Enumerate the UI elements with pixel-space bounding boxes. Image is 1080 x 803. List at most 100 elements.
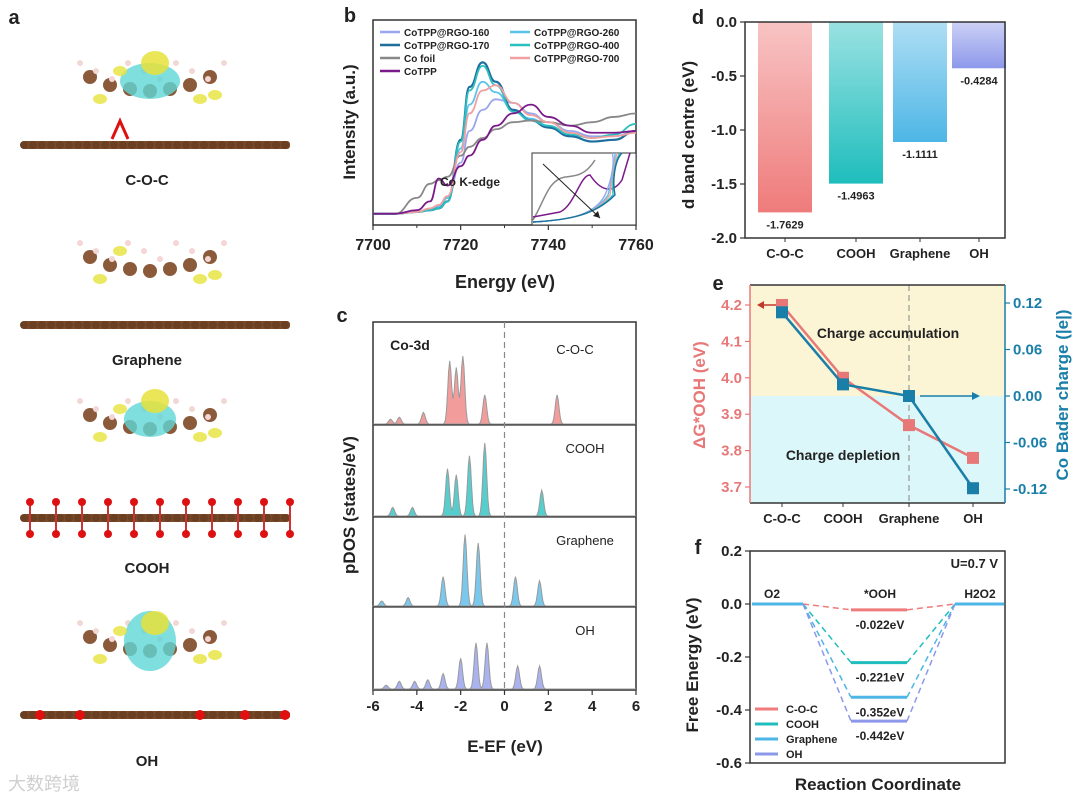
hydrogen-atom (77, 398, 83, 404)
carbon-atom (137, 321, 145, 329)
carbon-atom (146, 514, 154, 522)
oxygen-atom (26, 530, 34, 538)
right-axis-arrow-head (972, 392, 980, 400)
carbon-atom (263, 321, 271, 329)
charge-density-yellow (141, 389, 169, 413)
oxygen-atom (130, 530, 138, 538)
x-tick-label: -6 (366, 698, 379, 715)
hydrogen-atom (205, 76, 211, 82)
carbon-atom (137, 711, 145, 719)
charge-density-yellow (93, 274, 107, 284)
y-tick-label: 0.0 (721, 596, 742, 613)
molecule-atom (123, 262, 137, 276)
data-marker (967, 451, 979, 464)
bar-c-o-c (758, 22, 812, 213)
structure-label: OH (136, 753, 159, 770)
series-line-co-foil (373, 112, 637, 215)
charge-density-yellow (113, 626, 127, 636)
bar-data-label: -0.4284 (960, 75, 998, 87)
trend-arrow-head (593, 211, 600, 218)
y-tick-label-right: 0.06 (1013, 342, 1042, 359)
data-marker (903, 390, 915, 402)
carbon-atom (254, 321, 262, 329)
y-tick-label: 0.0 (716, 14, 737, 31)
y-tick-label-right: -0.06 (1013, 435, 1047, 452)
dashed-connector (906, 603, 956, 698)
bar-cooh (829, 22, 883, 184)
carbon-atom (92, 141, 100, 149)
y-tick-label: -2.0 (711, 230, 737, 247)
y-tick-label-left: 3.8 (721, 443, 742, 460)
carbon-atom (155, 711, 163, 719)
carbon-atom (119, 514, 127, 522)
carbon-atom (272, 141, 280, 149)
carbon-atom (74, 321, 82, 329)
structure-label: COOH (125, 560, 170, 577)
data-marker (903, 419, 915, 432)
energy-label: -0.442eV (856, 729, 905, 743)
oxygen-atom (195, 710, 205, 720)
dashed-connector (802, 603, 852, 698)
hydrogen-atom (221, 60, 227, 66)
carbon-atom (146, 141, 154, 149)
carbon-atom (20, 141, 28, 149)
hydrogen-atom (125, 60, 131, 66)
legend-label: CoTPP (404, 67, 437, 78)
carbon-atom (137, 514, 145, 522)
carbon-atom (65, 514, 73, 522)
carbon-atom (110, 141, 118, 149)
hydrogen-atom (205, 414, 211, 420)
carbon-atom (200, 514, 208, 522)
series-line-bader-charge (781, 311, 975, 489)
hydrogen-atom (173, 240, 179, 246)
charge-density-yellow (208, 428, 222, 438)
panel-label-e: e (712, 273, 723, 295)
series-line-cotpp (373, 103, 637, 215)
legend-label: CoTPP@RGO-170 (404, 41, 490, 52)
carbon-atom (83, 321, 91, 329)
hydrogen-atom (125, 240, 131, 246)
xanes-inset (531, 152, 637, 226)
x-tick-label: C-O-C (763, 511, 801, 526)
hydrogen-atom (109, 76, 115, 82)
y-tick-label: -1.5 (711, 176, 737, 193)
charge-density-yellow (113, 246, 127, 256)
data-marker (967, 482, 979, 495)
panel-label-f: f (695, 537, 702, 559)
molecule-atom (83, 408, 97, 422)
hydrogen-atom (189, 406, 195, 412)
pdos-chart: C-O-C COOH Graphene OH Co-3d -6 -4 -2 0 2 4 6 E-EF (… (340, 321, 640, 756)
carbon-atom (281, 141, 289, 149)
oxygen-atom (182, 530, 190, 538)
carbon-atom (47, 514, 55, 522)
x-tick-label: Graphene (890, 246, 951, 261)
x-tick-label: 2 (544, 698, 552, 715)
panel-label-a: a (8, 7, 20, 29)
carbon-atom (182, 141, 190, 149)
carbon-atom (65, 711, 73, 719)
charge-density-yellow (113, 66, 127, 76)
carbon-atom (218, 321, 226, 329)
carbon-atom (128, 711, 136, 719)
molecule-atom (83, 70, 97, 84)
y-tick-label: -0.2 (716, 649, 742, 666)
data-marker (837, 378, 849, 391)
oxygen-atom (240, 710, 250, 720)
charge-density-yellow (193, 654, 207, 664)
carbon-atom (101, 321, 109, 329)
y-axis-label: Intensity (a.u.) (340, 64, 359, 179)
y-axis-label: d band centre (eV) (679, 61, 698, 209)
carbon-atom (272, 514, 280, 522)
molecule-atom (83, 630, 97, 644)
carbon-atom (245, 321, 253, 329)
carbon-atom (191, 141, 199, 149)
panel-label-d: d (692, 7, 704, 29)
carbon-atom (209, 321, 217, 329)
carbon-atom (200, 141, 208, 149)
hydrogen-atom (173, 620, 179, 626)
pdos-area (373, 642, 636, 690)
y-axis-label-right: Co Bader charge (|e|) (1053, 309, 1072, 480)
y-axis-label: pDOS (states/eV) (340, 436, 359, 574)
annotation-co-3d: Co-3d (390, 337, 430, 353)
left-axis-arrow-head (757, 301, 764, 309)
